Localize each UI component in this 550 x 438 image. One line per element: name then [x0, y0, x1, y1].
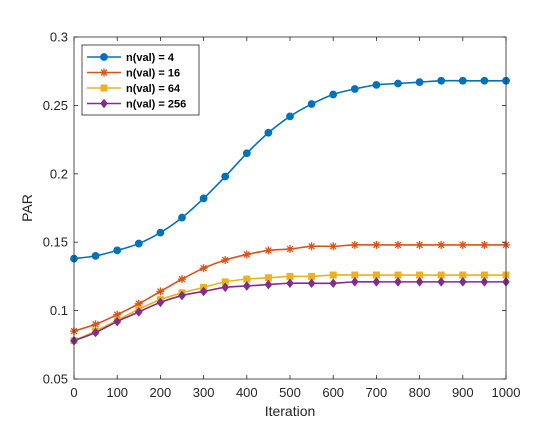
data-point [350, 277, 359, 287]
data-point [113, 246, 122, 255]
data-point [307, 278, 316, 289]
x-tick-label: 600 [322, 385, 344, 400]
data-point [307, 242, 316, 251]
data-point [458, 240, 467, 249]
series-1 [70, 76, 510, 263]
y-axis-label: PAR [19, 194, 35, 222]
data-point [307, 100, 316, 108]
data-point [91, 327, 100, 338]
data-point [199, 286, 208, 297]
data-point [242, 281, 251, 291]
y-tick-label: 0.2 [50, 166, 68, 181]
data-point [394, 240, 402, 249]
legend: n(val) = 4 n(val) = 16 n(val) = 64 n(val) =… [81, 44, 200, 116]
legend-item: n(val) = 64 [87, 83, 181, 95]
data-point [134, 239, 143, 248]
legend-item: n(val) = 256 [87, 99, 186, 111]
data-point [372, 80, 381, 89]
data-point [199, 194, 208, 203]
data-point [437, 76, 446, 85]
y-tick-label: 0.15 [43, 235, 68, 250]
data-point [178, 275, 186, 284]
data-point [394, 79, 402, 88]
data-point [458, 277, 467, 287]
data-point [221, 172, 230, 181]
data-point [329, 242, 338, 251]
legend-marker [100, 68, 108, 77]
y-tick-label: 0.25 [43, 98, 68, 113]
x-tick-label: 200 [150, 385, 172, 400]
legend-label: n(val) = 64 [126, 83, 181, 95]
y-tick-label: 0.3 [50, 30, 68, 45]
data-point [437, 277, 446, 287]
data-point [113, 316, 122, 327]
x-tick-label: 100 [106, 385, 128, 400]
legend-marker [100, 53, 108, 61]
data-point [329, 90, 338, 99]
data-point [178, 290, 186, 301]
x-tick-label: 400 [236, 385, 258, 400]
data-point [264, 279, 273, 290]
data-point [134, 307, 143, 317]
data-point [415, 240, 424, 249]
x-tick-label: 1000 [492, 385, 521, 400]
data-point [372, 240, 381, 249]
data-point [242, 149, 251, 158]
data-point [156, 228, 165, 237]
legend-label: n(val) = 16 [126, 68, 180, 80]
legend-item: n(val) = 16 [87, 68, 180, 80]
x-tick-label: 300 [193, 385, 215, 400]
y-tick-label: 0.1 [50, 303, 68, 318]
data-point [480, 240, 489, 249]
data-point [199, 264, 208, 273]
x-tick-label: 500 [279, 385, 301, 400]
x-tick-label: 0 [70, 385, 77, 400]
series-layer [70, 76, 510, 346]
legend-marker [100, 84, 108, 92]
data-point [91, 251, 100, 260]
x-axis-label: Iteration [265, 403, 316, 419]
legend-label: n(val) = 4 [126, 52, 175, 64]
data-point [242, 250, 251, 259]
data-point [221, 282, 230, 293]
legend-item: n(val) = 4 [87, 52, 175, 64]
x-tick-label: 800 [409, 385, 431, 400]
data-point [415, 277, 424, 287]
data-point [415, 78, 424, 87]
x-tick-label: 700 [366, 385, 388, 400]
data-point [286, 245, 294, 254]
data-point [264, 128, 273, 137]
data-point [264, 246, 273, 255]
data-point [221, 255, 230, 264]
series-4 [70, 277, 510, 346]
data-point [329, 271, 337, 279]
data-point [350, 85, 359, 93]
data-point [458, 76, 467, 85]
data-point [437, 240, 446, 249]
data-point [156, 287, 165, 296]
data-point [91, 320, 100, 329]
legend-marker [100, 98, 108, 109]
y-tick-label: 0.05 [43, 372, 68, 387]
data-point [156, 297, 165, 308]
data-point [480, 277, 489, 287]
x-tick-label: 900 [452, 385, 474, 400]
legend-label: n(val) = 256 [126, 99, 186, 111]
data-point [178, 213, 186, 222]
data-point [329, 278, 338, 289]
data-point [286, 278, 294, 289]
data-point [372, 277, 381, 287]
data-point [394, 277, 402, 287]
axes-layer: 0 100 200 300 400 500 600 700 800 900 1000 0.05 0.1 0… [43, 30, 521, 401]
data-point [480, 76, 489, 85]
data-point [350, 240, 359, 249]
data-point [286, 112, 294, 121]
